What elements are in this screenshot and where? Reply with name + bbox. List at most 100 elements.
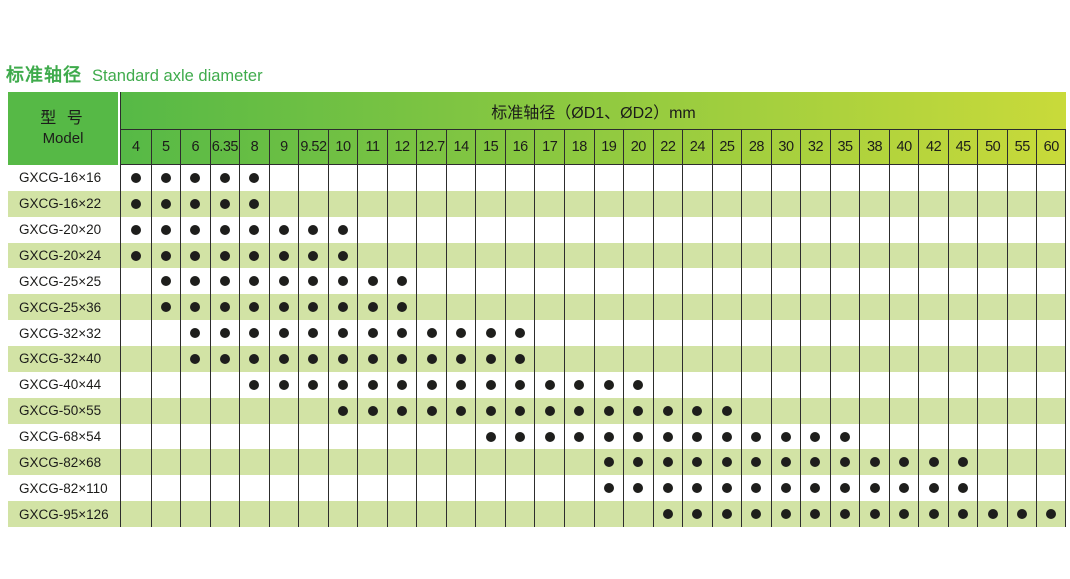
dot-icon: [810, 483, 821, 494]
axle-cell: [1036, 346, 1066, 372]
axle-cell: [1036, 165, 1066, 191]
axle-cell: [239, 242, 269, 269]
axle-cell: [741, 216, 771, 243]
dot-icon: [721, 431, 732, 442]
axle-cell: [121, 320, 151, 346]
axle-cell: [593, 216, 624, 243]
axle-cell: [416, 294, 446, 321]
axle-cell: [239, 190, 269, 217]
axle-cell: [741, 190, 771, 217]
axle-cell: [947, 371, 978, 398]
dot-icon: [721, 405, 732, 416]
dot-icon: [219, 198, 230, 209]
axle-cell: [268, 190, 299, 217]
axle-cell: [682, 371, 712, 398]
dot-icon: [249, 328, 260, 339]
dot-icon: [780, 431, 791, 442]
axle-cell: [711, 190, 742, 217]
axle-cell: [682, 190, 712, 217]
axle-cell: [534, 294, 564, 321]
dot-icon: [928, 509, 939, 520]
row-cells: [120, 346, 1066, 372]
axle-cell: [593, 320, 624, 347]
axle-cell: [416, 216, 446, 243]
diameter-header-cell: 9: [268, 130, 299, 164]
axle-cell: [682, 320, 712, 347]
axle-cell: [947, 346, 978, 372]
dot-icon: [928, 457, 939, 468]
axle-cell: [1036, 294, 1066, 321]
axle-cell: [741, 268, 771, 295]
axle-cell: [1006, 190, 1037, 217]
dot-icon: [662, 405, 673, 416]
axle-cell: [416, 242, 446, 269]
axle-cell: [682, 268, 712, 295]
model-column-header: 型 号 Model: [8, 92, 120, 165]
axle-cell: [800, 320, 830, 347]
axle-cell: [741, 346, 771, 372]
dot-icon: [160, 250, 171, 261]
axle-cell: [180, 397, 210, 424]
axle-cell: [829, 216, 860, 243]
axle-cell: [298, 501, 328, 528]
axle-cell: [563, 423, 594, 450]
axle-cell: [386, 397, 417, 424]
axle-cell: [711, 294, 742, 321]
axle-cell: [1036, 268, 1066, 295]
axle-cell: [800, 190, 830, 217]
axle-cell: [623, 190, 653, 217]
axle-cell: [1006, 268, 1037, 295]
axle-cell: [770, 294, 801, 321]
axle-cell: [386, 294, 417, 321]
dot-icon: [840, 431, 851, 442]
axle-cell: [475, 165, 505, 191]
axle-cell: [1006, 242, 1037, 269]
axle-cell: [947, 190, 978, 217]
axle-cell: [357, 242, 387, 269]
dot-icon: [219, 224, 230, 235]
axle-cell: [918, 346, 948, 372]
table-row: GXCG-68×54: [8, 423, 1066, 450]
axle-cell: [918, 190, 948, 217]
axle-cell: [623, 294, 653, 321]
axle-cell: [829, 475, 860, 502]
axle-cell: [239, 475, 269, 502]
axle-cell: [770, 165, 801, 191]
axle-diameter-table: 型 号 Model 标准轴径（ØD1、ØD2）mm 4 5 6 6.35 8 9 9.52 1…: [8, 92, 1066, 528]
diameter-header-cell: 55: [1006, 130, 1037, 164]
axle-cell: [682, 397, 712, 424]
axle-cell: [800, 242, 830, 269]
dot-icon: [515, 328, 526, 339]
axle-cell: [327, 320, 358, 347]
axle-cell: [239, 320, 269, 347]
model-label: GXCG-16×22: [19, 196, 102, 212]
axle-cell: [918, 371, 948, 398]
axle-cell: [150, 397, 181, 424]
model-label: GXCG-50×55: [19, 403, 102, 419]
axle-cell: [475, 371, 505, 398]
axle-cell: [268, 397, 299, 424]
dot-icon: [219, 250, 230, 261]
axle-cell: [770, 475, 801, 502]
axle-cell: [180, 190, 210, 217]
dot-icon: [810, 431, 821, 442]
axle-cell: [711, 449, 742, 476]
dot-icon: [337, 379, 348, 390]
axle-cell: [180, 294, 210, 321]
axle-cell: [682, 449, 712, 476]
axle-cell: [829, 294, 860, 321]
axle-cell: [150, 165, 181, 191]
diameter-header-cell: 9.52: [298, 130, 328, 164]
axle-cell: [357, 346, 387, 372]
dot-icon: [721, 483, 732, 494]
axle-cell: [150, 294, 181, 321]
page-title-en: Standard axle diameter: [92, 67, 263, 85]
axle-cell: [416, 397, 446, 424]
axle-cell: [888, 371, 919, 398]
axle-cell: [888, 216, 919, 243]
diameter-header-cell: 42: [918, 130, 948, 164]
axle-cell: [711, 371, 742, 398]
axle-cell: [268, 475, 299, 502]
axle-cell: [563, 216, 594, 243]
dot-icon: [130, 224, 141, 235]
